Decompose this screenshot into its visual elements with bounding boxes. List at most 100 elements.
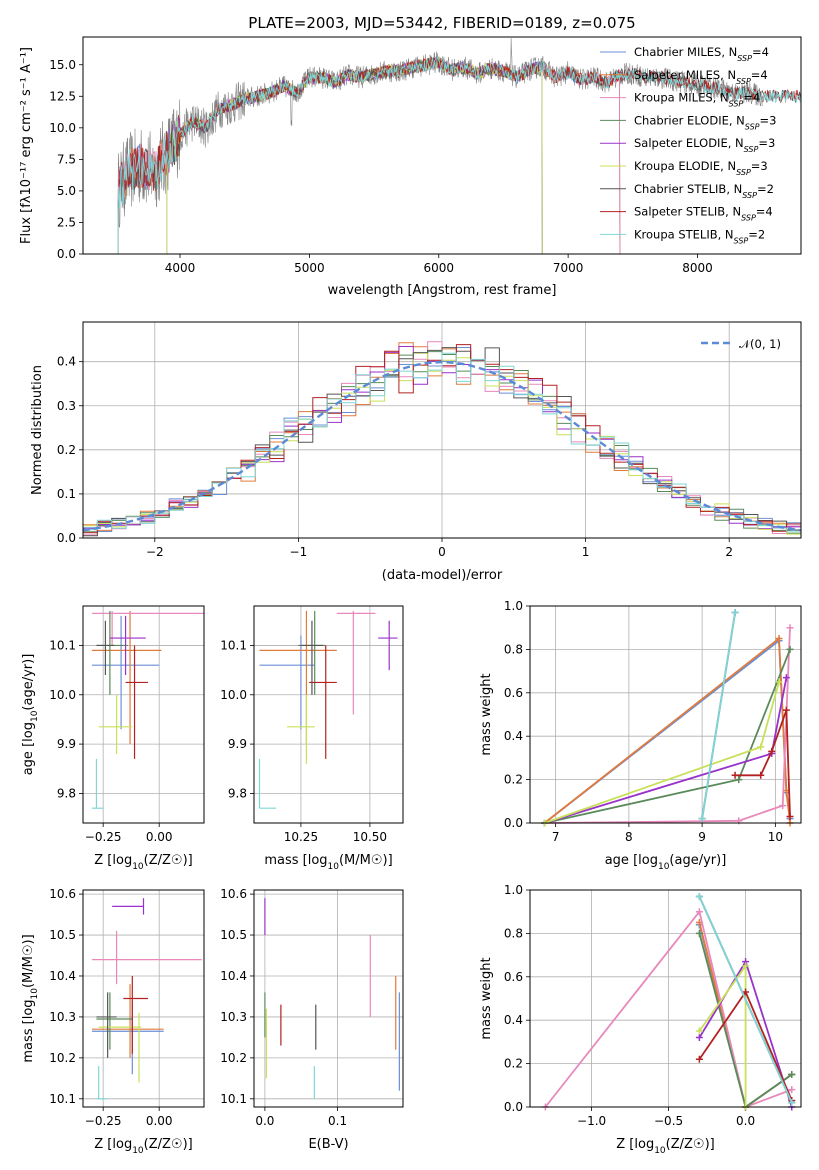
- weight_vs_age-axes: 7 8 9 10 0.0 0.2 0.4 0.6 0.8 1.0: [504, 599, 801, 844]
- mass_vs_Z-y-axis-label: mass [log10(M/M☉)]: [21, 934, 40, 1062]
- model-spectrum-0: [117, 55, 621, 254]
- x-axis-label: wavelength [Angstrom, rest frame]: [328, 283, 557, 298]
- weight_vs_Z-ytick-label: 0.8: [504, 926, 523, 940]
- weight-marker: [757, 771, 765, 779]
- mass_vs_Z-frame: [82, 889, 205, 1108]
- y-axis-label: Flux [fλ10⁻¹⁷ erg cm⁻² s⁻¹ A⁻¹]: [19, 47, 34, 244]
- mass_vs_Z-ytick-label: 10.4: [49, 969, 76, 983]
- weight_vs_Z-axes: −1.0 −0.5 0.0 0.0 0.2 0.4 0.6 0.8 1.0: [504, 883, 801, 1128]
- age_vs_mass-x-axis-label-pre: mass [log: [264, 853, 327, 868]
- age_vs_Z-y-axis-label-pre: age [log: [21, 722, 36, 775]
- residuals-ytick-label: 0.1: [57, 487, 76, 501]
- legend-entry: Salpeter MILES, NSSP=4: [634, 68, 768, 86]
- weight-marker: [695, 1034, 703, 1042]
- legend-entry-pre: Salpeter MILES, N: [634, 68, 736, 82]
- weight-marker: [698, 815, 706, 823]
- weight-marker: [786, 645, 794, 653]
- weight_vs_Z-ytick-label: 0.4: [504, 1013, 523, 1027]
- mass_vs_ebv-axes: 0.0 0.1 10.1 10.2 10.3 10.4 10.5 10.6: [220, 887, 403, 1128]
- weight_vs_Z-ytick-label: 1.0: [504, 883, 523, 897]
- model-spectrum-1: [117, 57, 621, 254]
- mass_vs_Z-y-axis-label-sub: 10: [30, 988, 40, 1000]
- age_vs_Z-y-axis-label-sub: 10: [30, 710, 40, 722]
- residuals-axes: −2 −1 0 1 2 0.0 0.1 0.2 0.3 0.4: [57, 322, 801, 559]
- mass_vs_Z-axes: −0.25 0.00 10.1 10.2 10.3 10.4 10.5 10.6: [49, 887, 204, 1128]
- model-spectrum-3: [166, 56, 543, 254]
- age_vs_mass-xtick-label: 10.50: [353, 830, 387, 844]
- weight_vs_age-ytick-label: 0.8: [504, 642, 523, 656]
- weight_vs_age-ytick-label: 0.6: [504, 686, 523, 700]
- age_vs_Z-x-axis-label-sub: 10: [132, 862, 144, 872]
- weight-marker: [735, 776, 743, 784]
- model-spectrum-5: [166, 56, 543, 254]
- age_vs_Z-frame: [82, 605, 205, 824]
- legend-entry-pre: Kroupa STELIB, N: [634, 227, 734, 241]
- mass_vs_ebv-ytick-label: 10.5: [220, 928, 247, 942]
- weight_vs_age-ytick-label: 0.4: [504, 729, 523, 743]
- age_vs_mass-ytick-label: 9.9: [228, 737, 247, 751]
- legend-entry-sub: SSP: [737, 54, 752, 63]
- weight_vs_age-x-axis-label-pre: age [log: [605, 853, 658, 868]
- age_vs_Z-x-axis-label-post: (Z/Z☉)]: [144, 853, 193, 868]
- weight_vs_age-ytick-label: 1.0: [504, 599, 523, 613]
- legend-entry-pre: Salpeter STELIB, N: [634, 205, 741, 219]
- mass_vs_Z-ytick-label: 10.2: [49, 1051, 76, 1065]
- age_vs_mass-xtick-label: 10.25: [284, 830, 318, 844]
- age_vs_mass-axes: 10.25 10.50 9.8 9.9 10.0 10.1: [220, 606, 403, 844]
- mass_vs_ebv-frame: [253, 889, 404, 1108]
- weight-line-8: [698, 896, 793, 1104]
- age_vs_Z-xtick-label: −0.25: [85, 830, 122, 844]
- mass_vs_Z-x-axis-label-post: (Z/Z☉)]: [144, 1137, 193, 1152]
- age_vs_Z-ytick-label: 9.8: [57, 786, 76, 800]
- weight-marker: [788, 1070, 796, 1078]
- spectrum-xtick-label: 7000: [553, 261, 584, 275]
- spectrum-xtick-label: 8000: [682, 261, 713, 275]
- legend-entry-post: =3: [760, 113, 777, 127]
- legend-entry: Kroupa ELODIE, NSSP=3: [634, 159, 768, 177]
- mass_vs_ebv-xtick-label: 0.0: [255, 1114, 274, 1128]
- legend-entry-post: =4: [751, 68, 768, 82]
- weight_vs_age-x-axis-label-sub: 10: [658, 862, 670, 872]
- legend-entry-post: =2: [748, 227, 765, 241]
- legend-entry: Kroupa MILES, NSSP=4: [634, 91, 760, 109]
- model-spectrum-2: [117, 56, 621, 254]
- weight_vs_age-y-axis-label: mass weight: [479, 673, 494, 755]
- weight_vs_Z-ytick-label: 0.6: [504, 970, 523, 984]
- spectrum-xtick-label: 5000: [294, 261, 325, 275]
- weight_vs_age-xtick-label: 7: [552, 830, 560, 844]
- legend-entry-post: =3: [751, 159, 768, 173]
- weight_vs_age-ytick-label: 0.0: [504, 816, 523, 830]
- mass_vs_Z-xtick-label: 0.00: [146, 1114, 173, 1128]
- mass_vs_ebv-ytick-label: 10.3: [220, 1010, 247, 1024]
- weight_vs_Z-frame: [529, 889, 802, 1108]
- weight_vs_age-x-axis-label: age [log10(age/yr)]: [605, 853, 727, 872]
- age_vs_mass-x-axis-label-sub: 10: [328, 862, 340, 872]
- residuals-ytick-label: 0.0: [57, 531, 76, 545]
- age_vs_mass-frame: [253, 605, 404, 824]
- spectrum-ytick-label: 5.0: [57, 184, 76, 198]
- weight-marker: [775, 678, 783, 686]
- mass_vs_ebv-ytick-label: 10.6: [220, 887, 247, 901]
- legend-entry-sub: SSP: [742, 190, 757, 199]
- legend-entry: Chabrier ELODIE, NSSP=3: [634, 113, 776, 130]
- mass_vs_ebv-x-axis-label: E(B-V): [308, 1137, 348, 1152]
- weight-marker: [731, 609, 739, 617]
- spectrum-ytick-label: 2.5: [57, 215, 76, 229]
- legend-entry-pre: Chabrier MILES, N: [634, 45, 737, 59]
- weight-marker: [786, 624, 794, 632]
- spectrum-axes: 4000 5000 6000 7000 8000 0.0 2.5 5.0 7.5 10.0 12.5…: [49, 58, 712, 275]
- mass_vs_ebv-ytick-label: 10.4: [220, 969, 247, 983]
- weight_vs_Z-xtick-label: −0.5: [654, 1114, 683, 1128]
- mass_vs_Z-y-axis-label-post: (M/M☉)]: [21, 934, 36, 988]
- age_vs_Z-axes: −0.25 0.00 9.8 9.9 10.0 10.1: [49, 606, 204, 844]
- residuals-ytick-label: 0.3: [57, 399, 76, 413]
- legend-entry-post: =4: [756, 205, 773, 219]
- mass_vs_Z-xtick-label: −0.25: [85, 1114, 122, 1128]
- weight-line-5: [698, 963, 747, 1107]
- spectrum-ytick-label: 7.5: [57, 152, 76, 166]
- age_vs_Z-x-axis-label-pre: Z [log: [94, 853, 132, 868]
- weight-marker: [695, 929, 703, 937]
- legend-entry-sub: SSP: [736, 168, 751, 177]
